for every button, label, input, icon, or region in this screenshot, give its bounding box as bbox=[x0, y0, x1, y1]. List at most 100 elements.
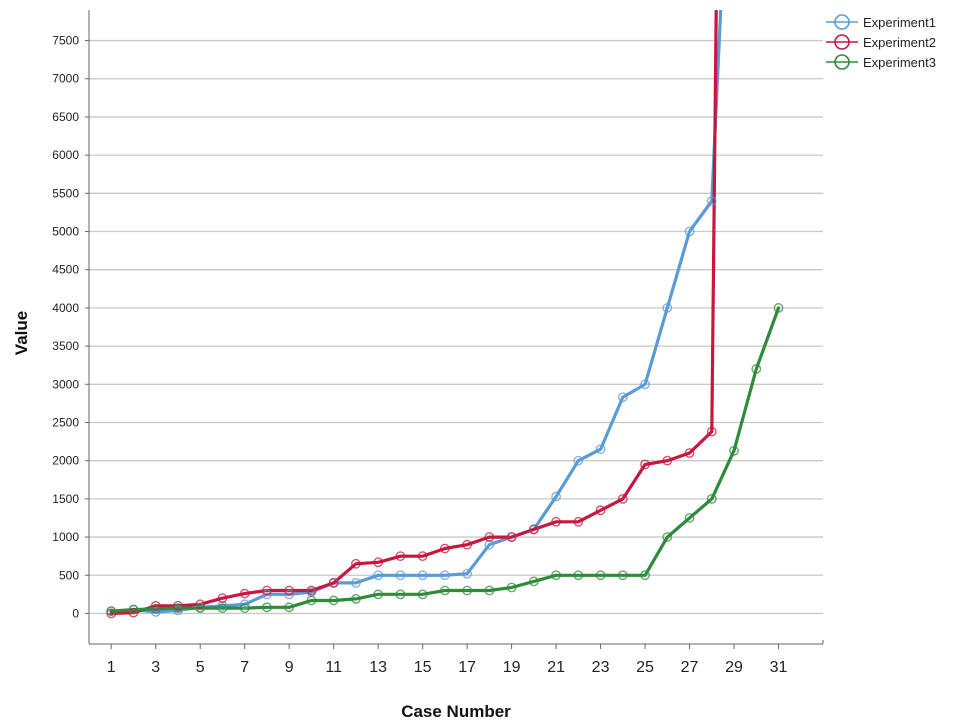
x-tick-label: 17 bbox=[458, 659, 476, 676]
data-point-experiment3 bbox=[239, 603, 250, 613]
data-point-experiment3 bbox=[351, 594, 361, 604]
data-point-experiment2 bbox=[551, 516, 561, 527]
data-point-experiment1 bbox=[262, 589, 272, 600]
data-point-experiment3 bbox=[706, 493, 717, 504]
y-tick-label: 3000 bbox=[52, 377, 79, 391]
legend-label: Experiment2 bbox=[863, 35, 936, 50]
data-point-experiment2 bbox=[284, 585, 295, 596]
axes bbox=[88, 10, 824, 645]
legend-swatch-marker bbox=[834, 14, 850, 30]
data-point-experiment2 bbox=[528, 524, 539, 535]
y-tick-label: 3500 bbox=[52, 339, 79, 353]
x-tick-label: 15 bbox=[414, 659, 432, 676]
data-point-experiment3 bbox=[640, 570, 650, 581]
y-tick-label: 7000 bbox=[52, 72, 79, 86]
data-point-experiment1 bbox=[239, 599, 250, 610]
data-point-experiment2 bbox=[373, 557, 384, 568]
data-point-experiment2 bbox=[395, 551, 406, 562]
y-tick-label: 0 bbox=[72, 606, 79, 620]
x-tick-label: 25 bbox=[636, 659, 654, 676]
data-point-experiment1 bbox=[395, 570, 406, 581]
x-tick-label: 7 bbox=[240, 659, 249, 676]
data-point-experiment2 bbox=[417, 551, 428, 562]
data-point-experiment3 bbox=[217, 603, 228, 613]
data-point-experiment3 bbox=[551, 570, 561, 581]
x-tick-label: 5 bbox=[196, 659, 205, 676]
y-axis-title: Value bbox=[12, 311, 31, 355]
data-point-experiment3 bbox=[729, 445, 739, 456]
data-point-experiment1 bbox=[573, 455, 584, 466]
y-tick-label: 5500 bbox=[52, 186, 79, 200]
data-point-experiment2 bbox=[462, 539, 473, 550]
data-point-experiment3 bbox=[773, 303, 784, 313]
y-tick-label: 4500 bbox=[52, 263, 79, 277]
data-point-experiment1 bbox=[595, 444, 606, 455]
data-point-experiment2 bbox=[662, 455, 673, 466]
data-point-experiment1 bbox=[351, 577, 361, 588]
data-point-experiment3 bbox=[462, 585, 473, 596]
y-tick-label: 1500 bbox=[52, 492, 79, 506]
series-line-experiment2 bbox=[109, 10, 718, 616]
x-tick-label: 23 bbox=[592, 659, 610, 676]
data-point-experiment2 bbox=[439, 543, 450, 554]
data-point-experiment1 bbox=[417, 570, 428, 581]
y-tick-labels: 0 500 1000 1500 2000 2500 3000 3500 4000 4500 5000… bbox=[52, 34, 89, 620]
x-tick-label: 21 bbox=[547, 659, 565, 676]
data-point-experiment3 bbox=[595, 570, 606, 581]
data-point-experiment2 bbox=[328, 577, 339, 588]
data-point-experiment1 bbox=[439, 570, 450, 581]
data-point-experiment3 bbox=[617, 570, 628, 581]
data-point-experiment3 bbox=[573, 570, 584, 581]
data-point-experiment2 bbox=[150, 600, 161, 611]
legend: Experiment1 Experiment2 Experiment3 bbox=[826, 14, 936, 70]
data-point-experiment3 bbox=[373, 589, 384, 600]
data-point-experiment2 bbox=[306, 585, 317, 596]
legend-label: Experiment3 bbox=[863, 55, 936, 70]
series-markers bbox=[106, 196, 784, 619]
data-point-experiment1 bbox=[662, 303, 673, 313]
data-point-experiment2 bbox=[239, 588, 250, 599]
y-tick-label: 7500 bbox=[52, 34, 79, 48]
data-point-experiment1 bbox=[150, 607, 161, 617]
y-tick-label: 2000 bbox=[52, 454, 79, 468]
data-point-experiment1 bbox=[706, 196, 717, 206]
data-point-experiment2 bbox=[573, 516, 584, 527]
data-point-experiment3 bbox=[262, 602, 272, 613]
data-point-experiment2 bbox=[617, 493, 628, 504]
data-point-experiment3 bbox=[173, 603, 183, 613]
x-tick-label: 27 bbox=[681, 659, 699, 676]
data-point-experiment2 bbox=[706, 426, 717, 437]
data-point-experiment2 bbox=[217, 593, 228, 604]
y-tick-label: 4000 bbox=[52, 301, 79, 315]
x-tick-label: 9 bbox=[285, 659, 294, 676]
data-point-experiment2 bbox=[595, 505, 606, 516]
data-point-experiment3 bbox=[528, 576, 539, 587]
y-tick-label: 5000 bbox=[52, 225, 79, 239]
data-point-experiment1 bbox=[284, 589, 295, 600]
y-tick-label: 2500 bbox=[52, 415, 79, 429]
x-tick-label: 31 bbox=[770, 659, 788, 676]
data-point-experiment3 bbox=[150, 603, 161, 614]
data-point-experiment2 bbox=[684, 448, 695, 458]
x-tick-label: 13 bbox=[369, 659, 387, 676]
data-point-experiment1 bbox=[684, 226, 695, 237]
data-point-experiment2 bbox=[128, 607, 139, 618]
series-line-experiment1 bbox=[109, 10, 723, 614]
data-point-experiment2 bbox=[195, 599, 206, 610]
data-point-experiment3 bbox=[751, 364, 762, 374]
data-point-experiment2 bbox=[640, 459, 650, 470]
grid-lines bbox=[89, 39, 823, 615]
data-point-experiment3 bbox=[417, 589, 428, 600]
legend-swatch-marker bbox=[834, 54, 850, 70]
y-tick-label: 500 bbox=[59, 568, 79, 582]
data-point-experiment3 bbox=[395, 589, 406, 600]
series-line-experiment3 bbox=[109, 306, 781, 613]
y-tick-label: 6500 bbox=[52, 110, 79, 124]
data-point-experiment3 bbox=[128, 604, 139, 615]
data-point-experiment2 bbox=[351, 558, 361, 569]
data-point-experiment2 bbox=[484, 532, 495, 542]
data-point-experiment2 bbox=[262, 585, 272, 596]
x-tick-labels: 1 3 5 7 9 11 13 15 17 19 21 23 25 27 29 31 bbox=[107, 644, 788, 676]
data-point-experiment3 bbox=[306, 595, 317, 606]
